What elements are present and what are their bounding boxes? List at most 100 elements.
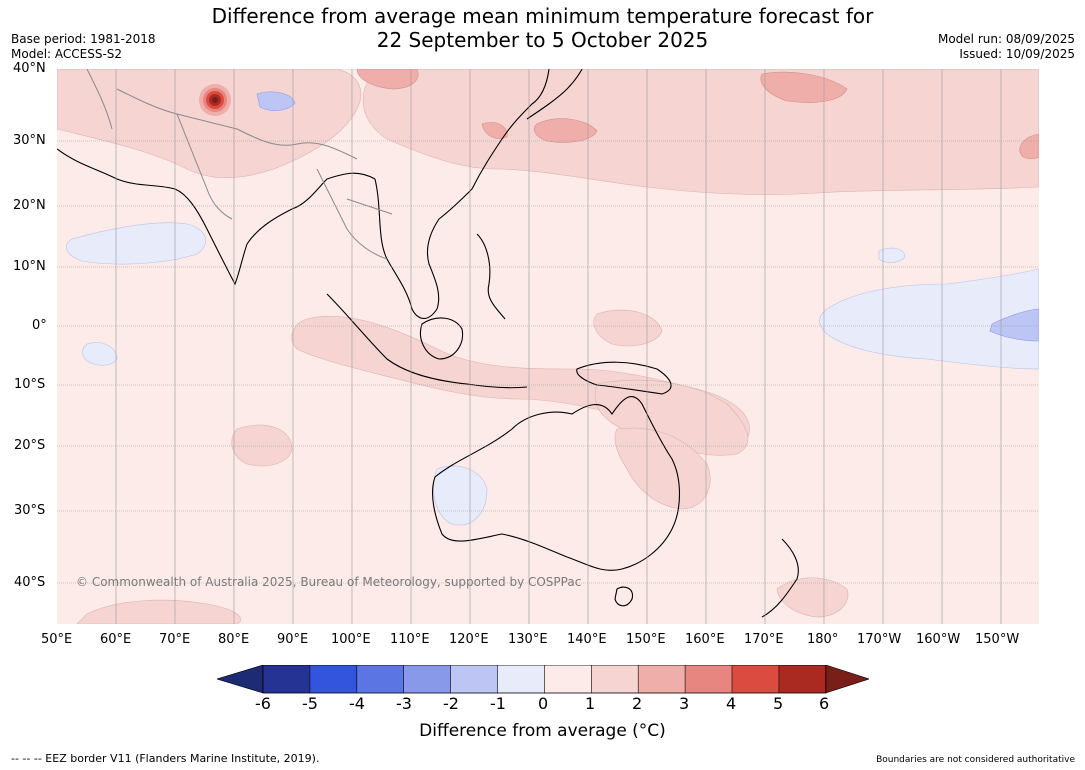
colorbar-bin bbox=[356, 665, 404, 693]
colorbar-bin bbox=[591, 665, 639, 693]
band-north-pacific bbox=[362, 69, 1039, 195]
base-period: Base period: 1981-2018 bbox=[11, 32, 156, 46]
chart-title: Difference from average mean minimum tem… bbox=[0, 4, 1085, 52]
lon-tick: 160°W bbox=[916, 632, 961, 647]
lat-tick: 20°S bbox=[14, 438, 46, 453]
map-svg bbox=[57, 69, 1039, 624]
lat-tick: 0° bbox=[32, 318, 47, 333]
coast-tasmania bbox=[614, 586, 634, 607]
lon-tick: 160°E bbox=[685, 632, 725, 647]
lon-tick: 110°E bbox=[390, 632, 430, 647]
lon-tick: 130°E bbox=[508, 632, 548, 647]
east-edge-warm bbox=[1019, 133, 1039, 160]
lat-tick: 30°S bbox=[14, 503, 46, 518]
lon-tick: 100°E bbox=[331, 632, 371, 647]
japan-east-warm bbox=[481, 122, 508, 139]
lon-tick: 140°E bbox=[567, 632, 607, 647]
lon-tick: 180° bbox=[807, 632, 839, 647]
colorbar-bin bbox=[309, 665, 357, 693]
lon-tick: 90°E bbox=[277, 632, 309, 647]
coast-philippines bbox=[476, 233, 506, 320]
colorbar-tick: 4 bbox=[726, 694, 737, 713]
coast-australia bbox=[432, 396, 680, 571]
eez-legend: -- -- -- EEZ border V11 (Flanders Marine… bbox=[11, 752, 320, 765]
indian-ocean-cool bbox=[82, 342, 118, 366]
lat-tick: 30°N bbox=[13, 133, 46, 148]
coast-indochina bbox=[374, 69, 550, 319]
colorbar-bin bbox=[732, 665, 779, 693]
title-line-1: Difference from average mean minimum tem… bbox=[211, 4, 874, 28]
lat-tick: 20°N bbox=[13, 198, 46, 213]
copyright-notice: © Commonwealth of Australia 2025, Bureau… bbox=[76, 575, 582, 589]
colorbar-tick: -1 bbox=[490, 694, 506, 713]
lat-tick: 40°S bbox=[14, 575, 46, 590]
coast-japan bbox=[526, 69, 583, 120]
colorbar-under bbox=[215, 664, 264, 694]
colorbar-tick: 5 bbox=[773, 694, 784, 713]
colorbar-tick: -4 bbox=[349, 694, 365, 713]
colorbar-label: Difference from average (°C) bbox=[419, 721, 666, 741]
boundaries-disclaimer: Boundaries are not considered authoritat… bbox=[876, 755, 1075, 765]
meta-left: Base period: 1981-2018 Model: ACCESS-S2 bbox=[11, 32, 156, 62]
equatorial-east-pacific-core bbox=[989, 308, 1039, 342]
lon-tick: 150°W bbox=[975, 632, 1020, 647]
coastlines bbox=[57, 69, 799, 618]
colorbar-tick: -2 bbox=[443, 694, 459, 713]
colorbar-over bbox=[825, 664, 870, 694]
issued-date: Issued: 10/09/2025 bbox=[959, 47, 1075, 61]
colorbar-bin bbox=[544, 665, 592, 693]
tibet-cool bbox=[256, 91, 296, 111]
lon-tick: 170°E bbox=[744, 632, 784, 647]
model-run: Model run: 08/09/2025 bbox=[937, 32, 1075, 46]
colorbar-tick: -5 bbox=[302, 694, 318, 713]
lon-tick: 70°E bbox=[159, 632, 191, 647]
colorbar-tick: -3 bbox=[396, 694, 412, 713]
japan-sea-warm bbox=[534, 118, 598, 143]
coast-new-guinea bbox=[576, 361, 672, 395]
colorbar bbox=[215, 664, 870, 699]
coast-sumatra-java bbox=[326, 293, 528, 389]
north-pacific-warm bbox=[760, 71, 848, 103]
western-australia-cool bbox=[433, 465, 488, 526]
indian-ocean-patch bbox=[231, 424, 293, 467]
colorbar-tick: -6 bbox=[255, 694, 271, 713]
colorbar-tick: 6 bbox=[819, 694, 830, 713]
lat-tick: 10°S bbox=[14, 377, 46, 392]
lon-tick: 120°E bbox=[449, 632, 489, 647]
colorbar-bin bbox=[778, 665, 826, 693]
borders bbox=[86, 69, 393, 260]
north-pacific-warm-2 bbox=[356, 69, 419, 90]
indian-ocean-patch-2 bbox=[593, 309, 663, 347]
colorbar-tick: 2 bbox=[632, 694, 643, 713]
lat-tick: 40°N bbox=[13, 61, 46, 76]
lon-tick: 80°E bbox=[218, 632, 250, 647]
coast-borneo bbox=[420, 317, 464, 360]
coast-arabia-india bbox=[57, 148, 376, 286]
colorbar-tick: 1 bbox=[585, 694, 596, 713]
meta-right: Model run: 08/09/2025 Issued: 10/09/2025 bbox=[938, 32, 1075, 62]
colorbar-bin bbox=[403, 665, 451, 693]
title-line-2: 22 September to 5 October 2025 bbox=[376, 28, 709, 52]
arabian-sea-cool bbox=[65, 222, 206, 265]
colorbar-bin bbox=[450, 665, 498, 693]
graticule bbox=[57, 69, 1039, 624]
coast-new-zealand bbox=[761, 538, 799, 618]
karakoram-hotspot bbox=[199, 84, 231, 116]
colorbar-tick: 3 bbox=[679, 694, 690, 713]
map-panel bbox=[57, 69, 1039, 624]
lon-tick: 60°E bbox=[100, 632, 132, 647]
colorbar-bin bbox=[263, 665, 310, 693]
colorbar-bin bbox=[638, 665, 686, 693]
colorbar-bin bbox=[685, 665, 732, 693]
colorbar-svg bbox=[215, 664, 870, 694]
colorbar-bin bbox=[497, 665, 545, 693]
lat-tick: 10°N bbox=[13, 259, 46, 274]
equatorial-east-pacific bbox=[819, 268, 1039, 370]
colorbar-tick: 0 bbox=[538, 694, 549, 713]
lon-tick: 170°W bbox=[857, 632, 902, 647]
lon-tick: 50°E bbox=[41, 632, 73, 647]
southern-patch-2 bbox=[776, 577, 849, 618]
eastern-australia bbox=[614, 427, 711, 510]
model-name: Model: ACCESS-S2 bbox=[11, 47, 123, 61]
lon-tick: 150°E bbox=[626, 632, 666, 647]
